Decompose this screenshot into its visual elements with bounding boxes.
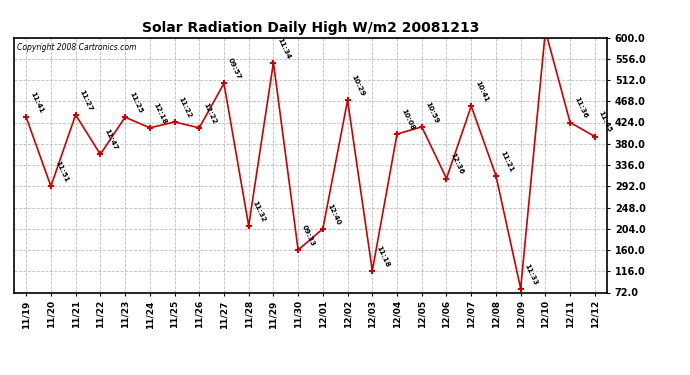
Text: 11:22: 11:22 — [177, 96, 193, 119]
Text: 12:22: 12:22 — [202, 102, 217, 125]
Text: 11:47: 11:47 — [104, 128, 119, 152]
Text: 10:59: 10:59 — [425, 100, 440, 124]
Text: 11:45: 11:45 — [598, 110, 613, 134]
Text: 11:32: 11:32 — [252, 200, 267, 223]
Text: 10:29: 10:29 — [351, 74, 366, 98]
Text: 11:20: 11:20 — [0, 374, 1, 375]
Text: 10:08: 10:08 — [400, 108, 415, 131]
Text: 09:33: 09:33 — [301, 224, 316, 247]
Title: Solar Radiation Daily High W/m2 20081213: Solar Radiation Daily High W/m2 20081213 — [142, 21, 479, 35]
Text: 11:25: 11:25 — [128, 91, 144, 114]
Text: 12:18: 12:18 — [152, 102, 168, 125]
Text: 09:57: 09:57 — [227, 57, 242, 81]
Text: 11:18: 11:18 — [375, 244, 391, 268]
Text: 11:36: 11:36 — [573, 96, 589, 120]
Text: 12:40: 12:40 — [326, 202, 341, 226]
Text: 11:33: 11:33 — [524, 262, 539, 286]
Text: 11:34: 11:34 — [277, 36, 291, 60]
Text: 11:27: 11:27 — [79, 88, 94, 112]
Text: Copyright 2008 Cartronics.com: Copyright 2008 Cartronics.com — [17, 43, 136, 52]
Text: 12:36: 12:36 — [449, 152, 464, 176]
Text: 11:51: 11:51 — [54, 160, 69, 183]
Text: 11:41: 11:41 — [29, 91, 44, 114]
Text: 11:21: 11:21 — [499, 150, 514, 173]
Text: 10:41: 10:41 — [474, 80, 489, 103]
